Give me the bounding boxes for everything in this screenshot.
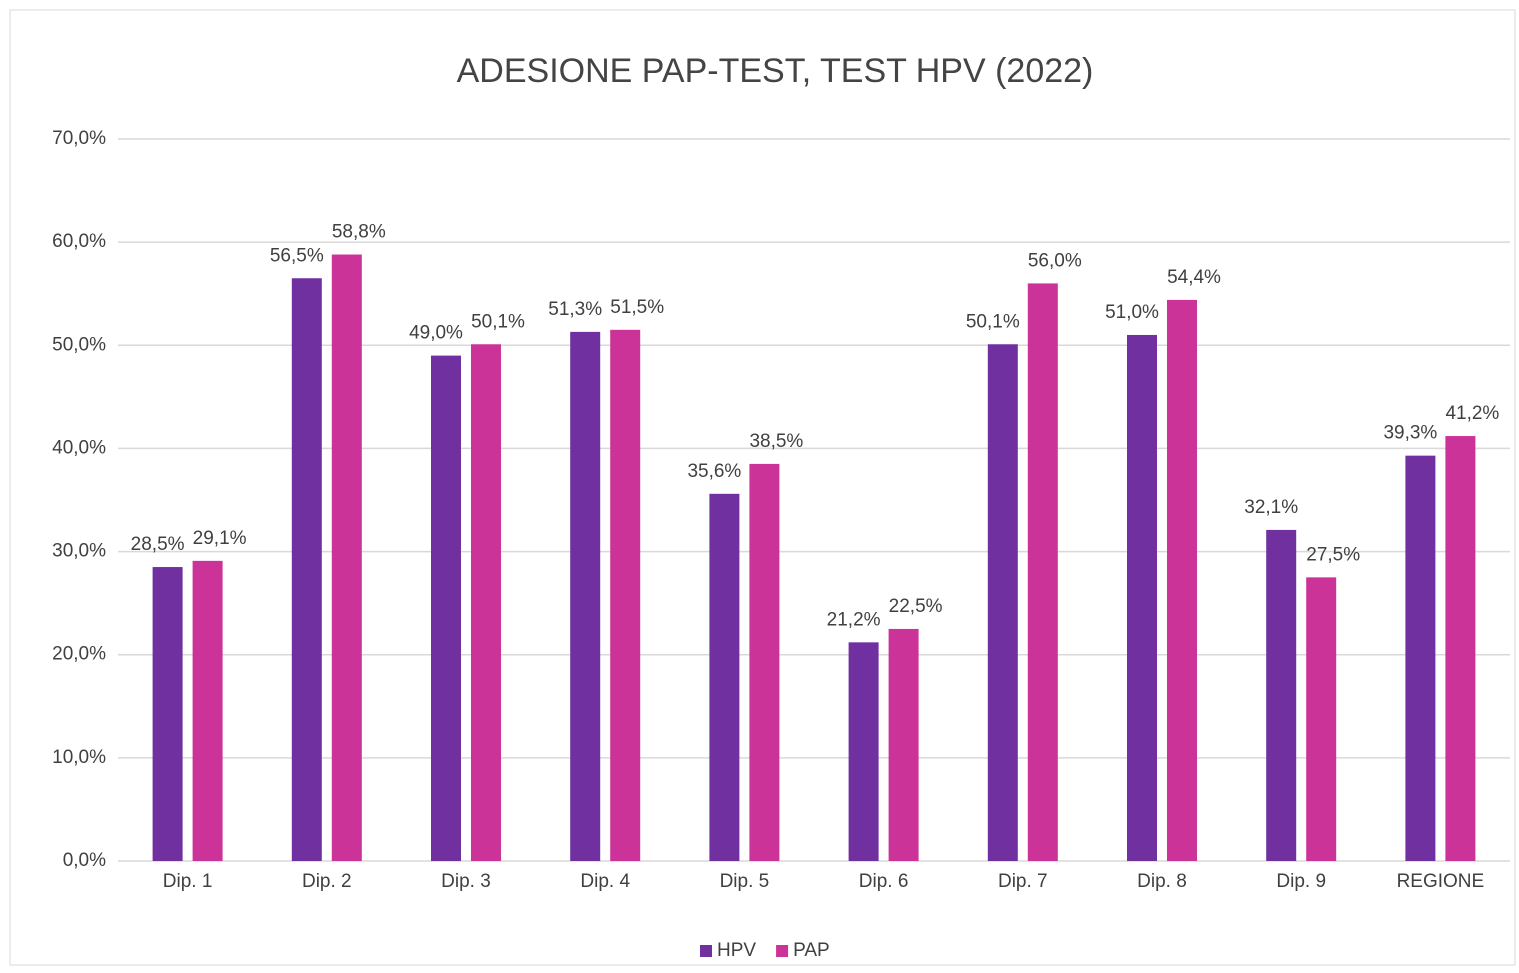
y-tick-label: 0,0% — [63, 850, 106, 871]
legend-swatch — [776, 945, 789, 957]
bar — [471, 344, 501, 861]
bar — [1445, 436, 1476, 861]
legend-label: PAP — [793, 940, 830, 961]
bar — [291, 278, 322, 861]
x-tick-label: Dip. 1 — [163, 871, 213, 892]
value-label: 51,5% — [610, 297, 664, 318]
value-label: 32,1% — [1244, 497, 1298, 518]
y-tick-label: 60,0% — [52, 231, 106, 252]
value-label: 21,2% — [827, 609, 881, 630]
value-label: 38,5% — [749, 431, 803, 452]
value-label: 22,5% — [889, 596, 943, 617]
x-tick-label: Dip. 5 — [720, 871, 770, 892]
value-label: 35,6% — [687, 461, 741, 482]
value-label: 50,1% — [966, 311, 1020, 332]
x-tick-label: Dip. 8 — [1137, 871, 1187, 892]
bar — [1405, 455, 1436, 861]
y-tick-label: 20,0% — [52, 644, 106, 665]
y-tick-label: 40,0% — [52, 437, 106, 458]
value-label: 29,1% — [193, 528, 247, 549]
legend-swatch — [700, 945, 712, 957]
value-label: 41,2% — [1445, 403, 1499, 424]
bar — [848, 642, 879, 861]
x-tick-label: Dip. 3 — [441, 871, 491, 892]
value-label: 49,0% — [409, 323, 463, 344]
value-label: 54,4% — [1167, 267, 1221, 288]
y-tick-label: 50,0% — [52, 334, 106, 355]
value-label: 58,8% — [332, 222, 386, 243]
value-label: 51,3% — [548, 299, 602, 320]
bar — [570, 331, 601, 861]
bar — [1127, 334, 1157, 861]
bar — [1027, 283, 1058, 861]
x-tick-label: Dip. 4 — [580, 871, 630, 892]
bar — [1167, 299, 1197, 862]
bar — [192, 560, 223, 861]
value-label: 51,0% — [1105, 302, 1159, 323]
legend-label: HPV — [717, 940, 756, 961]
x-tick-label: Dip. 9 — [1276, 871, 1326, 892]
bar — [709, 493, 740, 861]
y-tick-label: 10,0% — [52, 747, 106, 768]
value-label: 56,0% — [1028, 250, 1082, 271]
bar — [749, 463, 780, 861]
x-tick-label: Dip. 6 — [859, 871, 909, 892]
value-label: 56,5% — [270, 245, 324, 266]
bar — [888, 628, 919, 861]
x-tick-label: REGIONE — [1397, 871, 1485, 892]
value-label: 27,5% — [1306, 544, 1360, 565]
bar — [431, 355, 461, 861]
bar — [152, 567, 183, 861]
bar — [331, 254, 362, 861]
chart-title: ADESIONE PAP-TEST, TEST HPV (2022) — [457, 52, 1094, 90]
y-tick-label: 70,0% — [52, 128, 106, 149]
x-tick-label: Dip. 7 — [998, 871, 1048, 892]
value-label: 28,5% — [131, 534, 185, 555]
bar — [610, 329, 641, 861]
x-tick-label: Dip. 2 — [302, 871, 352, 892]
bar — [1306, 577, 1337, 861]
y-tick-label: 30,0% — [52, 541, 106, 562]
bar — [987, 344, 1018, 861]
value-label: 39,3% — [1383, 423, 1437, 444]
value-label: 50,1% — [471, 311, 525, 332]
bar — [1266, 529, 1297, 861]
